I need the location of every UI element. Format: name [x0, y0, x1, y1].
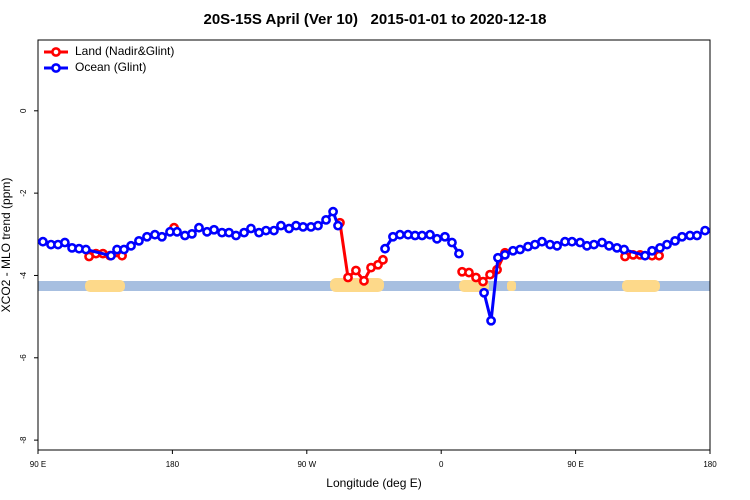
- point: [515, 244, 525, 255]
- legend: Land (Nadir&Glint) Ocean (Glint): [44, 44, 174, 74]
- point: [447, 237, 457, 248]
- y-tick-label: -6: [19, 354, 28, 362]
- point: [432, 233, 442, 244]
- point: [662, 239, 672, 250]
- point: [677, 231, 687, 242]
- y-tick-label: -8: [19, 436, 28, 444]
- point: [700, 225, 710, 236]
- x-axis-label: Longitude (deg E): [326, 476, 421, 490]
- point: [485, 269, 495, 280]
- point: [126, 240, 136, 251]
- point: [454, 248, 464, 259]
- x-tick-label: 90 E: [30, 460, 46, 469]
- legend-swatch-point: [51, 47, 61, 57]
- point: [134, 235, 144, 246]
- point: [486, 315, 496, 326]
- point: [38, 236, 48, 247]
- point: [246, 223, 256, 234]
- line: [338, 222, 385, 284]
- point: [142, 231, 152, 242]
- x-tick-label: 180: [703, 460, 717, 469]
- x-tick-label: 90 W: [297, 460, 316, 469]
- point: [359, 275, 369, 286]
- legend-label: Ocean (Glint): [75, 60, 146, 74]
- point: [464, 267, 474, 278]
- point: [187, 228, 197, 239]
- point: [692, 230, 702, 241]
- point: [172, 226, 182, 237]
- point: [239, 227, 249, 238]
- point: [604, 240, 614, 251]
- point: [119, 244, 129, 255]
- mask-strip: [38, 278, 710, 292]
- legend-label: Land (Nadir&Glint): [75, 44, 174, 58]
- point: [59, 237, 70, 248]
- point: [567, 236, 577, 247]
- point: [351, 265, 361, 276]
- point: [640, 250, 650, 261]
- plot-frame: [37, 39, 711, 451]
- point: [81, 244, 91, 255]
- point: [378, 254, 388, 265]
- point: [328, 206, 338, 217]
- point: [395, 229, 405, 240]
- plot-area: [38, 206, 710, 326]
- point: [425, 229, 435, 240]
- point: [654, 250, 664, 261]
- point: [589, 239, 599, 250]
- legend-swatch-point: [51, 63, 61, 73]
- point: [261, 225, 271, 236]
- series: [38, 206, 710, 326]
- point: [471, 272, 481, 283]
- point: [276, 220, 286, 231]
- point: [619, 244, 630, 255]
- point: [478, 276, 488, 287]
- point: [343, 272, 353, 283]
- point: [647, 245, 657, 256]
- point: [269, 225, 279, 236]
- y-tick-label: -4: [19, 271, 28, 279]
- point: [380, 243, 390, 254]
- point: [670, 235, 680, 246]
- point: [194, 222, 204, 233]
- point: [157, 231, 167, 242]
- point: [298, 221, 308, 232]
- y-tick-label: 0: [19, 108, 28, 113]
- point: [106, 250, 116, 261]
- point: [552, 240, 562, 251]
- point: [417, 230, 427, 241]
- x-tick-label: 180: [166, 460, 180, 469]
- point: [537, 236, 547, 247]
- point: [440, 231, 450, 242]
- point: [479, 287, 489, 298]
- point: [333, 220, 343, 231]
- point: [209, 224, 219, 235]
- x-tick-label: 90 E: [567, 460, 583, 469]
- x-tick-label: 0: [439, 460, 444, 469]
- y-tick-label: -2: [19, 189, 28, 197]
- point: [231, 230, 241, 241]
- chart-title: 20S-15S April (Ver 10) 2015-01-01 to 202…: [204, 11, 547, 28]
- y-axis-label: XCO2 - MLO trend (ppm): [0, 178, 13, 313]
- point: [321, 214, 331, 225]
- point: [500, 249, 510, 260]
- point: [313, 220, 323, 231]
